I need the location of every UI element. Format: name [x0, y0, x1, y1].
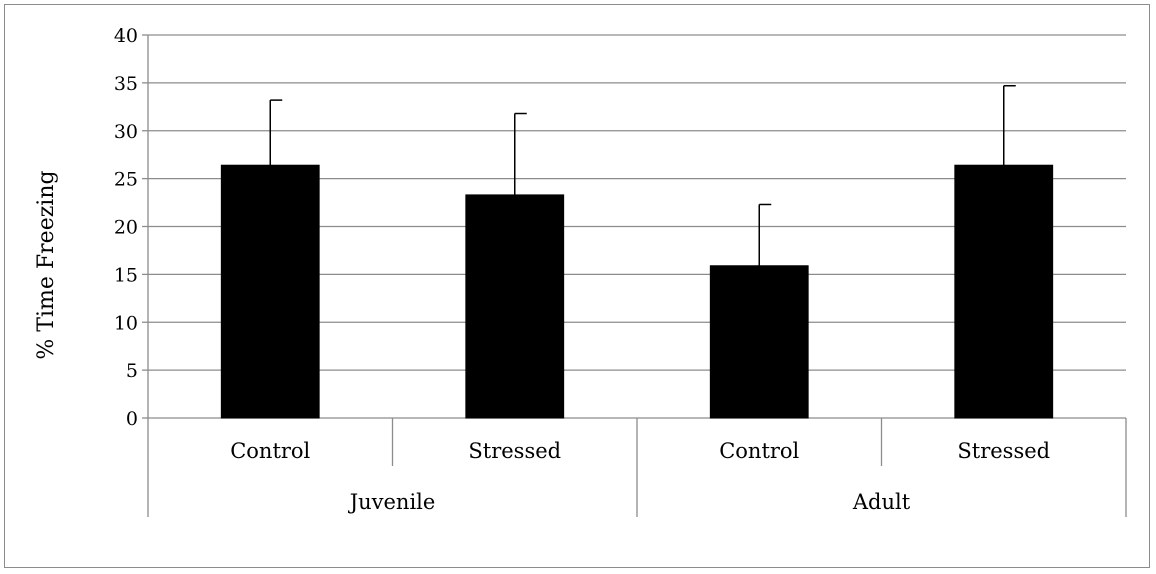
axes: 0 5 10 15 20 25 30 35 40 Control Stressed Control St… [114, 25, 1127, 517]
y-tick-label: 5 [126, 360, 138, 382]
y-tick-label: 15 [114, 264, 138, 286]
bars [220, 84, 1054, 419]
x-category-label: Control [719, 439, 799, 463]
y-tick-label: 25 [114, 169, 138, 191]
x-group-label: Juvenile [348, 490, 436, 514]
x-category-label: Control [230, 439, 310, 463]
y-tick-label: 0 [126, 408, 138, 430]
x-category-label: Stressed [957, 439, 1050, 463]
y-tick-label: 10 [114, 312, 138, 334]
x-category-label: Stressed [468, 439, 561, 463]
x-group-label: Adult [852, 490, 911, 514]
y-tick-label: 20 [114, 217, 138, 239]
y-axis-label: % Time Freezing [34, 170, 59, 359]
bar [220, 164, 320, 419]
bar [465, 194, 565, 419]
y-tick-label: 35 [114, 73, 138, 95]
bar [709, 265, 809, 419]
bar [954, 164, 1054, 419]
y-tick-label: 40 [114, 25, 138, 47]
y-tick-label: 30 [114, 121, 138, 143]
